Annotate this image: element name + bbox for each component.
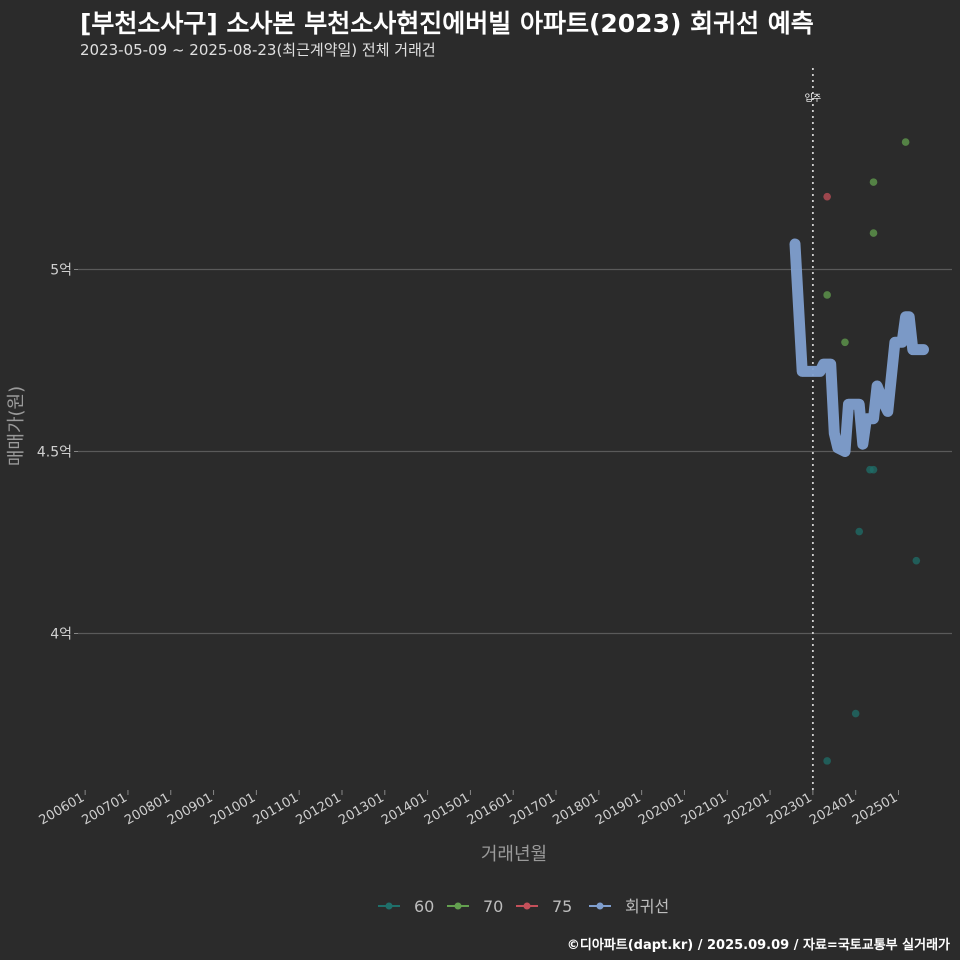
point-70 [869, 178, 878, 186]
x-axis-title: 거래년월 [481, 844, 547, 865]
x-tick-label: 202101 [679, 790, 729, 828]
legend-key-dot-75 [523, 902, 531, 910]
point-70 [869, 229, 878, 237]
move-in-marker-label: 입주 [805, 92, 822, 104]
regression-line [789, 238, 929, 457]
x-tick-label: 201501 [422, 790, 472, 828]
x-tick-label: 201801 [550, 790, 600, 828]
y-tick-label: 4억 [50, 626, 72, 642]
chart-subtitle: 2023-05-09 ~ 2025-08-23(최근계약일) 전체 거래건 [80, 41, 436, 59]
legend-label-60: 60 [414, 897, 434, 916]
point-60 [912, 556, 921, 565]
legend-label-70: 70 [483, 897, 503, 916]
x-tick-label: 202401 [807, 790, 857, 828]
legend-label-회귀선: 회귀선 [625, 897, 669, 916]
point-70 [841, 338, 849, 347]
x-tick-label: 201901 [593, 790, 643, 828]
legend-key-dot-회귀선 [596, 902, 604, 910]
y-tick-label: 4.5억 [37, 444, 72, 460]
x-tick-label: 202001 [636, 790, 686, 828]
y-axis-title: 매매가(원) [6, 386, 27, 466]
x-tick-label: 202201 [722, 790, 772, 828]
legend-key-dot-70 [454, 902, 462, 910]
x-tick-label: 200701 [79, 790, 129, 828]
point-70 [901, 138, 910, 146]
x-tick-label: 201301 [336, 790, 386, 828]
legend-key-dot-60 [385, 902, 393, 910]
point-60 [823, 757, 831, 765]
y-tick-label: 5억 [50, 262, 72, 278]
chart-title: [부천소사구] 소사본 부천소사현진에버빌 아파트(2023) 회귀선 예측 [80, 9, 814, 38]
x-tick-label: 201201 [293, 790, 343, 828]
x-tick-label: 200601 [37, 790, 87, 828]
point-70 [823, 291, 831, 299]
x-tick-label: 200901 [165, 790, 215, 828]
x-tick-label: 200801 [122, 790, 172, 828]
point-75 [823, 192, 831, 201]
x-tick-label: 201601 [465, 790, 515, 828]
point-60 [855, 527, 864, 536]
x-tick-label: 202501 [850, 790, 900, 828]
point-60 [869, 465, 878, 474]
footer-credit: ©디아파트(dapt.kr) / 2025.09.09 / 자료=국토교통부 실… [566, 938, 950, 953]
x-tick-label: 201701 [508, 790, 558, 828]
legend-label-75: 75 [552, 897, 572, 916]
x-tick-label: 202301 [764, 790, 814, 828]
x-tick-label: 201101 [251, 790, 301, 828]
x-tick-label: 201401 [379, 790, 429, 828]
point-60 [851, 709, 860, 718]
x-tick-label: 201001 [208, 790, 258, 828]
